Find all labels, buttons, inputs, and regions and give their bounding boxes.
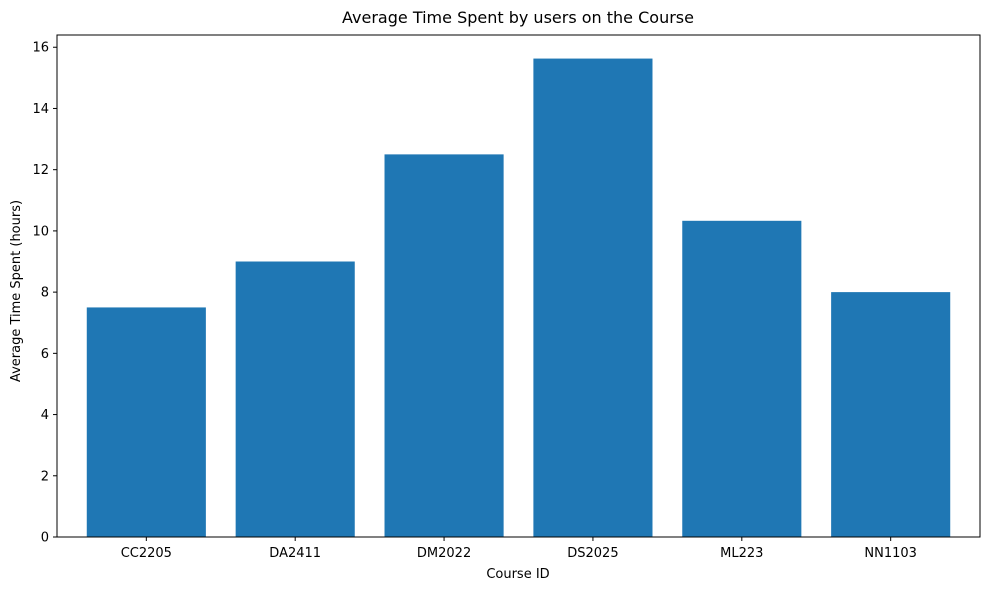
chart-title: Average Time Spent by users on the Cours… bbox=[342, 8, 694, 27]
y-tick-label: 10 bbox=[32, 224, 49, 239]
x-tick-label: DA2411 bbox=[269, 546, 321, 561]
x-axis-title: Course ID bbox=[486, 567, 549, 582]
plot-area: 0 2 4 6 8 10 12 14 16 CC2205 DA2411 DM2022 DS2025 ML2… bbox=[32, 34, 981, 561]
x-tick-label: CC2205 bbox=[121, 546, 172, 561]
y-tick-label: 14 bbox=[32, 102, 49, 117]
bar-CC2205 bbox=[86, 307, 206, 537]
y-tick-label: 2 bbox=[41, 469, 49, 484]
bar-DA2411 bbox=[235, 261, 355, 537]
bar-ML223 bbox=[682, 220, 802, 538]
y-tick-label: 0 bbox=[41, 531, 49, 546]
x-tick-label: ML223 bbox=[720, 546, 763, 561]
x-tick-label: DM2022 bbox=[417, 546, 471, 561]
bar-DM2022 bbox=[384, 154, 504, 537]
y-tick-label: 12 bbox=[32, 163, 49, 178]
y-axis-title: Average Time Spent (hours) bbox=[9, 200, 24, 382]
bar-NN1103 bbox=[831, 292, 951, 537]
x-tick-label: DS2025 bbox=[567, 546, 618, 561]
y-tick-label: 8 bbox=[41, 286, 49, 301]
x-tick-label: NN1103 bbox=[864, 546, 917, 561]
y-tick-label: 4 bbox=[41, 408, 49, 423]
bar-DS2025 bbox=[533, 58, 653, 537]
plot-frame bbox=[56, 34, 981, 538]
y-tick-label: 6 bbox=[41, 347, 49, 362]
y-tick-label: 16 bbox=[32, 41, 49, 56]
